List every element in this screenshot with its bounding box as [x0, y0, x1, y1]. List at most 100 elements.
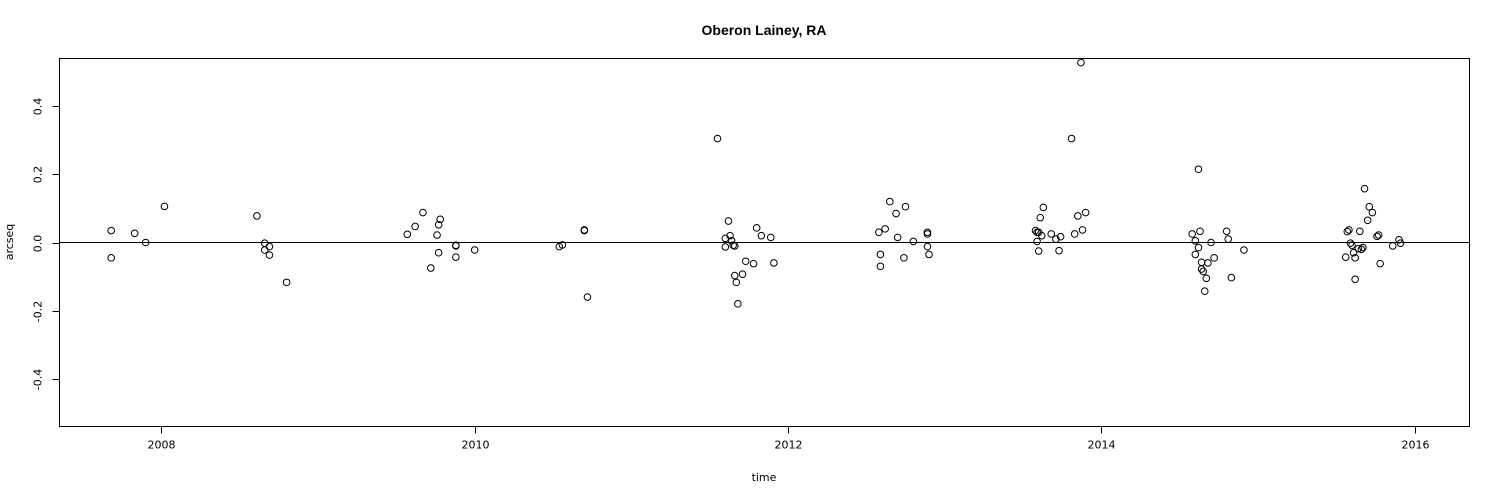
data-point: [757, 231, 766, 240]
x-tick-label: 2008: [148, 439, 176, 452]
data-point: [741, 257, 750, 266]
data-point: [892, 209, 900, 218]
x-tick-label: 2014: [1088, 439, 1116, 452]
x-axis-label: time: [752, 471, 777, 484]
data-point: [403, 230, 412, 239]
data-point: [1067, 134, 1076, 143]
y-tick-label: 0.0: [32, 235, 45, 253]
data-point: [1388, 242, 1397, 250]
data-point: [923, 242, 932, 251]
data-point: [1081, 208, 1090, 217]
data-point: [107, 226, 115, 235]
data-point: [1194, 165, 1203, 174]
y-tick-label: -0.4: [32, 369, 45, 390]
data-point: [583, 293, 592, 301]
data-point: [1374, 231, 1383, 239]
x-tick-label: 2012: [775, 439, 803, 452]
data-point: [1078, 226, 1087, 234]
y-tick-label: 0.2: [32, 166, 45, 184]
data-point: [1077, 58, 1085, 67]
data-point: [1240, 246, 1248, 254]
data-point: [1194, 243, 1203, 252]
data-point: [734, 300, 742, 308]
y-axis: -0.4 -0.2 0.0 0.2 0.4: [32, 98, 60, 390]
data-point: [1047, 230, 1055, 238]
data-point: [726, 231, 734, 240]
data-point: [434, 248, 443, 257]
data-point: [1191, 250, 1200, 259]
data-point: [766, 233, 775, 242]
data-point: [1222, 227, 1231, 236]
data-point: [433, 231, 441, 239]
data-point: [1227, 273, 1236, 282]
data-point: [1204, 259, 1212, 267]
data-point: [1056, 232, 1065, 241]
data-point: [580, 226, 589, 235]
data-point: [1363, 216, 1372, 225]
data-point: [900, 254, 908, 262]
data-point: [1357, 245, 1366, 254]
data-point: [713, 134, 722, 143]
data-point: [721, 243, 730, 251]
data-point: [1376, 259, 1384, 268]
data-point: [1038, 231, 1046, 240]
data-point: [470, 246, 479, 254]
data-point: [1351, 254, 1359, 262]
data-point: [1055, 246, 1063, 255]
data-point: [1052, 235, 1060, 243]
data-point: [1345, 226, 1353, 234]
data-point: [107, 254, 115, 262]
data-point: [1396, 239, 1405, 247]
data-point: [1207, 238, 1215, 247]
data-point: [452, 242, 460, 250]
data-point: [419, 208, 427, 217]
data-point: [1034, 247, 1043, 255]
data-point: [1356, 227, 1364, 236]
data-point: [1033, 237, 1041, 246]
data-point: [923, 230, 932, 238]
data-point: [1036, 213, 1045, 222]
data-point: [1202, 274, 1211, 283]
data-point: [1359, 243, 1367, 252]
data-point: [752, 224, 761, 232]
data-point: [1351, 275, 1359, 284]
data-point: [1197, 258, 1206, 267]
data-point: [436, 215, 445, 224]
data-point: [1191, 236, 1200, 245]
data-point: [1368, 208, 1377, 217]
data-point: [265, 242, 274, 251]
data-point: [1349, 248, 1358, 257]
data-point: [770, 259, 778, 267]
data-point: [1196, 227, 1204, 236]
data-point: [260, 239, 269, 247]
data-point: [901, 202, 910, 211]
data-point: [160, 202, 169, 211]
data-point: [130, 229, 139, 238]
data-point: [730, 242, 739, 250]
data-point: [141, 238, 150, 247]
data-point: [909, 237, 918, 246]
data-point: [1039, 203, 1048, 212]
data-point: [1354, 244, 1363, 253]
data-point: [875, 228, 883, 237]
data-point: [1346, 239, 1355, 247]
data-point: [1199, 267, 1207, 276]
data-point: [730, 271, 739, 280]
data-point: [1200, 287, 1209, 296]
data-point: [434, 220, 443, 229]
data-point: [1033, 228, 1041, 237]
data-point: [881, 225, 889, 233]
data-point: [876, 262, 885, 271]
y-tick-label: 0.4: [32, 98, 45, 116]
data-point: [876, 250, 885, 259]
data-point: [1074, 212, 1082, 220]
data-point: [1395, 235, 1403, 244]
data-point: [893, 233, 902, 242]
data-point: [886, 197, 894, 206]
data-point: [282, 278, 291, 287]
data-point: [1224, 235, 1233, 243]
data-point: [558, 241, 567, 249]
data-point: [1343, 227, 1352, 236]
y-axis-label: arcseq: [3, 224, 16, 261]
